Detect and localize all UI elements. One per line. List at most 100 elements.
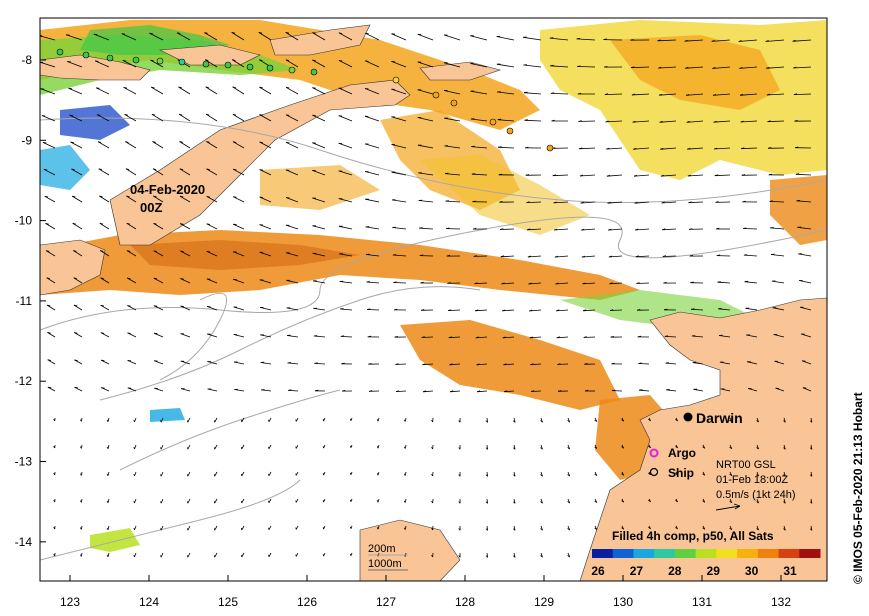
current-arrow-head — [770, 227, 774, 229]
current-arrow-head — [783, 420, 786, 423]
current-arrow-head — [233, 223, 237, 226]
current-arrow-head — [419, 227, 423, 229]
current-arrow — [187, 552, 191, 558]
current-arrow-head — [96, 87, 100, 89]
current-arrow-head — [713, 120, 717, 123]
current-arrow-head — [204, 32, 208, 34]
current-arrow-head — [621, 446, 624, 449]
current-arrow — [632, 120, 650, 123]
current-arrow — [665, 362, 677, 365]
current-arrow-head — [729, 527, 733, 531]
current-arrow-head — [53, 418, 56, 422]
current-arrow — [338, 198, 353, 203]
current-arrow — [448, 309, 461, 311]
current-arrow-head — [631, 66, 635, 69]
current-arrow-head — [660, 174, 665, 177]
current-arrow-head — [632, 120, 636, 123]
current-arrow — [73, 277, 83, 284]
current-arrow-head — [80, 419, 82, 422]
current-arrow — [513, 525, 516, 531]
current-arrow — [365, 254, 380, 257]
current-arrow-head — [529, 336, 533, 339]
current-arrow-head — [485, 447, 488, 450]
current-arrow — [557, 363, 569, 365]
current-arrow — [799, 280, 812, 284]
current-arrow-head — [502, 336, 506, 339]
current-arrow-head — [376, 500, 379, 503]
current-arrow — [312, 170, 326, 176]
current-arrow — [578, 120, 596, 122]
current-arrow — [523, 92, 542, 95]
current-arrow — [204, 32, 218, 41]
current-arrow-head — [635, 255, 640, 258]
current-arrow — [448, 336, 461, 339]
current-arrow-head — [633, 174, 638, 177]
current-arrow-head — [664, 335, 669, 337]
colorbar-swatch — [592, 549, 614, 558]
current-arrow-head — [340, 335, 345, 337]
current-arrow — [583, 309, 596, 312]
current-arrow-head — [431, 473, 434, 477]
current-arrow — [312, 280, 326, 284]
current-arrow — [340, 308, 353, 311]
current-arrow-head — [485, 474, 488, 477]
current-arrow — [134, 498, 137, 504]
current-arrow-head — [313, 335, 318, 337]
current-arrow-head — [497, 118, 502, 121]
current-arrow-head — [689, 228, 693, 230]
current-arrow — [365, 32, 380, 41]
current-arrow-head — [431, 554, 434, 558]
current-arrow-head — [127, 305, 131, 307]
current-arrow — [364, 88, 380, 95]
current-arrow-head — [584, 389, 589, 392]
current-arrow-head — [422, 390, 427, 393]
current-arrow-head — [44, 195, 49, 198]
current-arrow-head — [513, 447, 516, 450]
current-arrow — [810, 417, 813, 423]
current-arrow-head — [473, 227, 477, 230]
current-arrow-head — [395, 363, 399, 365]
current-arrow — [691, 308, 704, 311]
current-arrow — [187, 417, 191, 423]
current-arrow — [126, 222, 137, 230]
current-arrow-head — [73, 250, 77, 252]
current-arrow-head — [431, 446, 434, 450]
current-arrow-head — [485, 420, 488, 423]
current-arrow — [523, 36, 542, 41]
current-arrow — [607, 201, 623, 204]
current-arrow-head — [368, 390, 373, 392]
current-arrow — [178, 113, 191, 122]
colorbar-swatch — [674, 549, 697, 558]
current-arrow — [582, 282, 596, 285]
current-arrow — [295, 444, 299, 449]
colorbar-tick-label: 27 — [630, 564, 644, 578]
current-arrow — [486, 525, 488, 531]
current-arrow — [392, 254, 407, 257]
current-arrow — [178, 86, 191, 95]
current-arrow-head — [795, 146, 799, 149]
current-arrow-head — [688, 201, 692, 204]
current-arrow-head — [160, 474, 162, 477]
current-arrow-head — [794, 120, 798, 122]
current-arrow — [73, 250, 83, 257]
current-arrow-head — [47, 304, 51, 307]
current-arrow-head — [259, 196, 264, 198]
current-arrow — [206, 141, 218, 149]
current-arrow-head — [153, 223, 157, 225]
current-arrow — [231, 59, 245, 68]
current-arrow-head — [665, 362, 669, 364]
current-arrow-head — [394, 308, 398, 311]
current-arrow — [605, 120, 623, 123]
current-arrow — [127, 332, 137, 338]
current-arrow-head — [702, 527, 706, 530]
current-arrow-head — [500, 228, 504, 230]
current-arrow — [153, 277, 164, 284]
current-arrow-head — [604, 66, 608, 68]
current-arrow-head — [365, 60, 369, 62]
current-arrow — [150, 59, 164, 68]
current-arrow — [552, 174, 569, 177]
current-arrow — [312, 197, 326, 203]
current-arrow-head — [99, 195, 103, 198]
current-arrow-head — [540, 420, 543, 423]
colorbar-swatch — [778, 549, 800, 558]
